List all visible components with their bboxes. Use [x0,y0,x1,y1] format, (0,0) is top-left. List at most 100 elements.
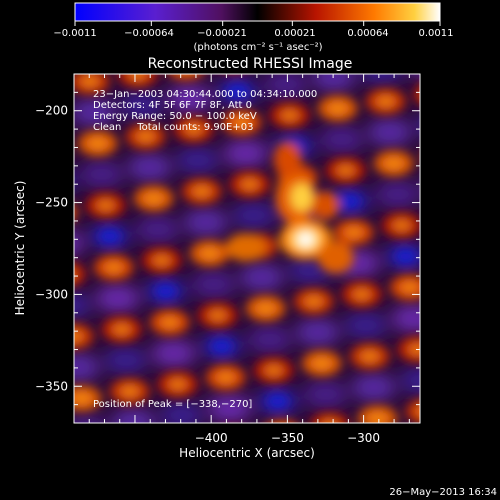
negative-lobe [119,91,164,120]
positive-lobe-core [144,192,163,205]
negative-lobe [360,74,403,85]
positive-lobe-core [136,130,155,143]
source-emission [311,191,340,220]
negative-lobe [263,74,308,99]
negative-lobe [183,208,228,237]
x-tick-label-2: −300 [347,431,380,445]
positive-lobe-core [74,392,91,405]
positive-lobe-core [280,109,299,122]
info-time-range: 23−Jan−2003 04:30:44.000 to 04:34:10.000 [93,89,317,100]
positive-lobe-core [360,350,379,363]
negative-lobe [312,442,356,470]
negative-lobe [207,394,252,423]
negative-lobe [111,408,156,423]
info-clean-counts: Clean Total counts: 9.90E+03 [93,122,253,133]
positive-lobe [405,398,420,423]
source-emission [273,141,302,178]
positive-lobe-core [192,185,211,198]
negative-lobe [239,263,284,292]
positive-lobe-core [80,75,99,88]
negative-lobe-core [394,249,417,264]
positive-lobe-core [336,164,355,177]
positive-lobe [267,419,296,423]
negative-lobe [303,380,348,409]
negative-lobe-core [98,229,121,244]
negative-lobe [415,74,420,76]
positive-lobe-core [321,419,338,423]
y-tick-label-1: −250 [35,196,68,210]
negative-lobe-core [226,84,249,99]
positive-lobe [74,262,86,287]
negative-lobe [231,201,276,230]
source-emission [317,241,354,274]
positive-lobe-core [208,309,227,322]
negative-lobe-core [154,284,177,299]
positive-lobe [438,267,478,293]
negative-lobe [16,43,60,71]
negative-lobe [391,304,420,333]
positive-lobe-core [416,406,420,416]
positive-lobe [310,412,350,423]
negative-lobe [159,401,204,423]
plot-frame [73,73,421,424]
source-emission [290,183,313,212]
positive-lobe-core [392,219,411,232]
positive-lobe-core [264,364,283,377]
positive-lobe [422,143,462,169]
colorbar-tick-label-0: −0.0011 [53,28,96,39]
negative-lobe [351,373,396,402]
positive-lobe [430,205,470,231]
colorbar-tick-label-1: −0.00064 [124,28,174,39]
positive-lobe [118,440,158,466]
positive-lobe-core [128,74,147,81]
chart-title: Reconstructed RHESSI Image [148,56,353,72]
negative-lobe [399,366,420,395]
colorbar-tick-label-4: 0.00064 [347,28,388,39]
negative-lobe-core [171,29,193,43]
negative-lobe [295,318,340,347]
positive-lobe-core [400,281,419,294]
positive-lobe-core [216,371,235,384]
negative-lobe [74,175,76,187]
positive-lobe-core [321,40,339,52]
colorbar-tick-label-5: 0.0011 [419,28,454,39]
positive-lobe-core [376,95,395,108]
negative-lobe-core [43,174,65,188]
y-tick-label-2: −300 [35,287,68,301]
positive-lobe-core [433,150,451,162]
negative-lobe [319,125,364,154]
source-emission [225,233,266,262]
positive-lobe-core [120,385,139,398]
positive-lobe-core [368,412,387,423]
negative-lobe-core [210,339,233,354]
axis-ticks [74,73,420,423]
positive-lobe [74,323,94,350]
negative-lobe [175,146,220,175]
positive-lobe-core [304,295,323,308]
x-tick-label-0: −400 [195,431,228,445]
positive-lobe-core [74,330,83,343]
negative-lobe [432,235,476,263]
positive-lobe-core [312,357,331,370]
colorbar-tick-label-3: 0.00021 [274,28,315,39]
negative-lobe [167,84,212,113]
negative-lobe-core [266,394,289,409]
positive-lobe-core [168,378,187,391]
negative-lobe [74,415,106,423]
x-tick-label-1: −350 [271,431,304,445]
positive-lobe-core [200,247,219,260]
positive-lobe-core [449,274,467,286]
positive-lobe-core [160,316,179,329]
negative-lobe [367,118,412,147]
positive-lobe-core [152,254,171,267]
source-emission [297,232,314,247]
negative-lobe [95,284,140,313]
positive-lobe-core [344,226,363,239]
negative-lobe [64,36,108,64]
y-tick-label-3: −350 [35,379,68,393]
positive-lobe-core [384,157,403,170]
negative-lobe [408,428,452,456]
positive-lobe-core [425,88,443,100]
negative-lobe [79,160,124,189]
